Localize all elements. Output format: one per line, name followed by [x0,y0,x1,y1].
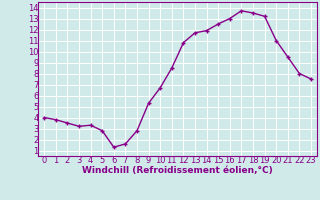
X-axis label: Windchill (Refroidissement éolien,°C): Windchill (Refroidissement éolien,°C) [82,166,273,175]
